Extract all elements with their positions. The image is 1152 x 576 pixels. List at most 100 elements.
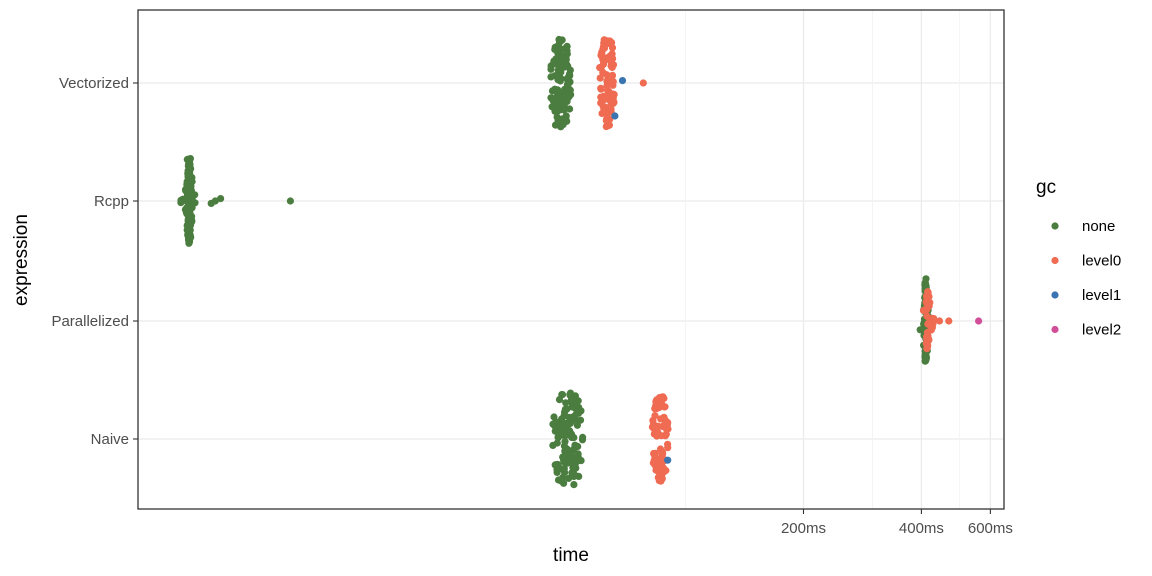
data-point [186, 219, 194, 227]
data-point [286, 197, 294, 205]
data-point [660, 394, 668, 402]
data-point [664, 444, 672, 452]
data-point [186, 179, 194, 187]
data-point [648, 423, 657, 431]
data-point [923, 312, 931, 320]
x-axis-title: time [553, 545, 589, 566]
data-point [184, 172, 192, 180]
data-point [563, 81, 572, 89]
data-point [557, 46, 565, 54]
data-point [559, 453, 567, 461]
data-point [547, 65, 555, 73]
legend-entries: none level0 level1 level2 [1051, 218, 1121, 339]
data-point [600, 44, 609, 52]
data-point [573, 421, 582, 429]
data-point [554, 71, 562, 80]
data-point [562, 419, 571, 427]
data-point [549, 420, 557, 428]
data-point [184, 167, 192, 175]
legend: gc none level0 level1 level2 [1036, 177, 1121, 339]
data-point [578, 436, 587, 444]
data-point [563, 445, 571, 453]
data-point [609, 78, 617, 86]
legend-label-level2: level2 [1082, 322, 1121, 339]
data-point [555, 38, 564, 47]
data-point [597, 85, 605, 93]
data-point [611, 112, 619, 120]
legend-label-none: none [1082, 218, 1115, 235]
y-axis-title: expression [11, 214, 32, 306]
data-point [662, 417, 670, 425]
data-point [597, 99, 605, 107]
x-tick-label: 400ms [899, 520, 944, 537]
data-point [207, 199, 215, 207]
data-point [605, 107, 613, 115]
plot-panel-border [137, 9, 1005, 510]
data-point [602, 123, 610, 131]
y-axis-ticks: Vectorized Rcpp Parallelized Naive [51, 75, 138, 448]
legend-key-level1 [1051, 291, 1059, 299]
data-point [553, 106, 562, 114]
data-point [603, 81, 611, 90]
data-point [639, 79, 647, 87]
data-point [570, 402, 578, 410]
data-point [926, 298, 934, 307]
data-point [184, 193, 192, 201]
data-point [550, 59, 558, 67]
data-point [659, 450, 667, 458]
y-tick-label: Rcpp [94, 193, 129, 210]
data-point [602, 117, 610, 125]
data-point [217, 195, 225, 203]
data-point [924, 320, 932, 328]
data-point [186, 227, 194, 235]
data-point [975, 317, 983, 325]
data-point [177, 199, 185, 207]
data-point [563, 117, 571, 125]
data-point [571, 441, 579, 449]
data-point [924, 337, 932, 345]
data-point [561, 405, 570, 413]
data-point [604, 87, 612, 95]
data-point [608, 71, 617, 79]
data-point [567, 430, 576, 438]
data-points [177, 35, 983, 489]
data-point [921, 355, 930, 363]
data-point [608, 99, 616, 107]
data-point [554, 66, 562, 74]
y-tick-label: Parallelized [51, 313, 129, 330]
data-point [596, 74, 604, 82]
data-point [566, 86, 574, 94]
data-point [649, 416, 657, 424]
data-point [559, 473, 567, 482]
data-point [577, 407, 585, 415]
data-point [570, 472, 579, 480]
data-point [655, 403, 663, 412]
data-point [555, 89, 563, 97]
data-point [565, 70, 574, 78]
x-axis-ticks: 200ms 400ms 600ms [781, 509, 1013, 537]
data-point [559, 97, 567, 105]
data-point [922, 281, 930, 290]
data-point [607, 55, 615, 63]
data-point [551, 45, 559, 54]
data-point [653, 396, 661, 404]
data-point [618, 77, 627, 85]
data-point [188, 204, 196, 212]
data-point [563, 62, 571, 70]
legend-label-level0: level0 [1082, 253, 1121, 270]
data-point [599, 68, 607, 76]
legend-key-level2 [1051, 325, 1059, 334]
data-point [664, 456, 672, 464]
legend-key-none [1051, 222, 1059, 230]
data-point [185, 234, 193, 242]
data-point [558, 391, 567, 399]
x-tick-label: 200ms [781, 520, 826, 537]
data-point [945, 317, 953, 325]
data-point [560, 412, 568, 420]
data-point [935, 317, 944, 325]
data-point [557, 426, 565, 434]
data-point [566, 451, 574, 459]
x-tick-label: 600ms [968, 520, 1013, 537]
data-point [598, 109, 606, 118]
legend-key-level0 [1051, 256, 1059, 265]
